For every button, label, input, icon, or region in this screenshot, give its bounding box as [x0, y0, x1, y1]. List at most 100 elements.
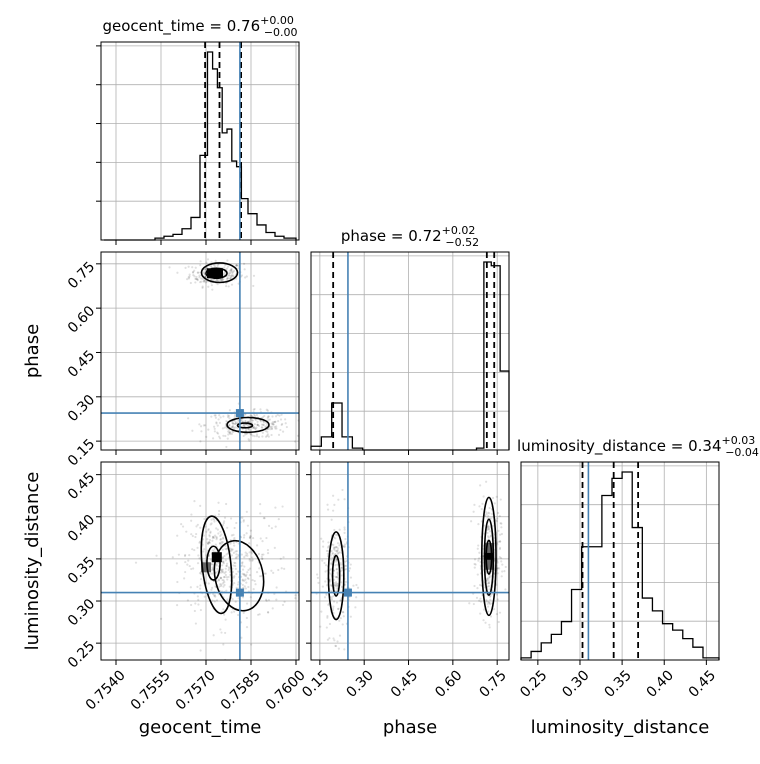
sample-point [247, 438, 250, 441]
sample-point [210, 518, 213, 521]
sample-point [204, 525, 207, 528]
sample-point [491, 524, 495, 527]
sample-point [479, 600, 483, 603]
sample-point [227, 274, 230, 277]
sample-point [219, 538, 222, 541]
sample-point [234, 567, 237, 570]
y-tick-label: 0.35 [65, 554, 98, 587]
sample-point [225, 564, 228, 568]
sample-point [220, 631, 223, 634]
sample-point [495, 593, 499, 596]
sample-point [246, 554, 249, 557]
sample-point [274, 420, 277, 423]
y-axis-title: phase [22, 324, 43, 378]
sample-point [206, 258, 210, 261]
sample-point [209, 264, 213, 268]
sample-point [243, 585, 246, 588]
sample-point [211, 549, 214, 552]
sample-point [209, 530, 212, 533]
panel-content [134, 500, 299, 660]
sample-point [216, 278, 219, 281]
sample-point [243, 565, 246, 568]
sample-point [185, 530, 188, 533]
sample-point [339, 561, 342, 565]
sample-point [327, 545, 330, 548]
sample-point [335, 568, 339, 571]
sample-point [235, 556, 238, 559]
sample-point [244, 420, 247, 423]
sample-point [243, 579, 246, 582]
sample-point [333, 503, 336, 506]
sample-point [186, 563, 189, 566]
sample-point [251, 559, 254, 562]
sample-point [242, 262, 246, 265]
sample-point [213, 594, 217, 597]
sample-point [208, 541, 211, 544]
sample-point [188, 273, 191, 276]
sample-point [316, 576, 319, 579]
sample-point [212, 634, 215, 637]
sample-point [482, 619, 485, 622]
sample-point [199, 608, 202, 612]
histogram-step-line [104, 51, 297, 241]
sample-point [264, 572, 267, 575]
sample-point [225, 562, 229, 565]
sample-point [222, 434, 225, 437]
sample-point [246, 552, 249, 555]
sample-point [478, 551, 481, 554]
sample-point [211, 437, 215, 440]
sample-point [338, 634, 342, 637]
sample-point [217, 513, 221, 516]
sample-point [253, 435, 256, 438]
sample-point [485, 512, 488, 516]
sample-point [215, 564, 218, 567]
sample-point [491, 496, 495, 500]
sample-point [184, 560, 187, 564]
sample-point [229, 271, 232, 275]
sample-point [214, 595, 217, 598]
sample-point [334, 552, 337, 556]
sample-point [233, 536, 236, 540]
sample-point [196, 595, 199, 598]
sample-point [271, 607, 274, 610]
x-tick-label: 0.60 [432, 667, 465, 700]
sample-point [171, 556, 174, 559]
sample-point [229, 277, 232, 280]
axes-frame [100, 461, 300, 661]
sample-point [214, 543, 217, 546]
sample-point [270, 569, 273, 572]
sample-point [200, 572, 203, 575]
sample-point [326, 552, 329, 555]
sample-point [207, 542, 210, 545]
sample-point [341, 610, 344, 614]
sample-point [339, 617, 342, 620]
sample-point [220, 583, 223, 586]
sample-point [199, 504, 202, 507]
sample-point [231, 275, 234, 278]
sample-point [193, 269, 196, 272]
sample-point [219, 530, 222, 533]
y-tick-label: 0.45 [65, 347, 98, 380]
x-tick-label: 0.75 [477, 667, 510, 700]
sample-point [344, 580, 347, 583]
sample-point [194, 535, 197, 539]
sample-point [253, 414, 257, 418]
sample-point [495, 612, 498, 616]
y-tick-label: 0.25 [65, 638, 98, 671]
sample-point [190, 603, 193, 607]
sample-point [336, 640, 339, 643]
sample-point [259, 537, 262, 540]
sample-point [230, 548, 233, 551]
sample-point [241, 561, 244, 564]
sample-point [335, 576, 338, 579]
sample-point [199, 649, 202, 652]
sample-point [252, 426, 255, 429]
sample-point [231, 425, 234, 428]
sample-point [242, 423, 245, 427]
sample-point [220, 571, 223, 574]
sample-point [193, 275, 196, 278]
sample-point [201, 285, 204, 288]
sample-point [478, 505, 481, 508]
sample-point [230, 270, 233, 273]
sample-point [283, 567, 286, 570]
